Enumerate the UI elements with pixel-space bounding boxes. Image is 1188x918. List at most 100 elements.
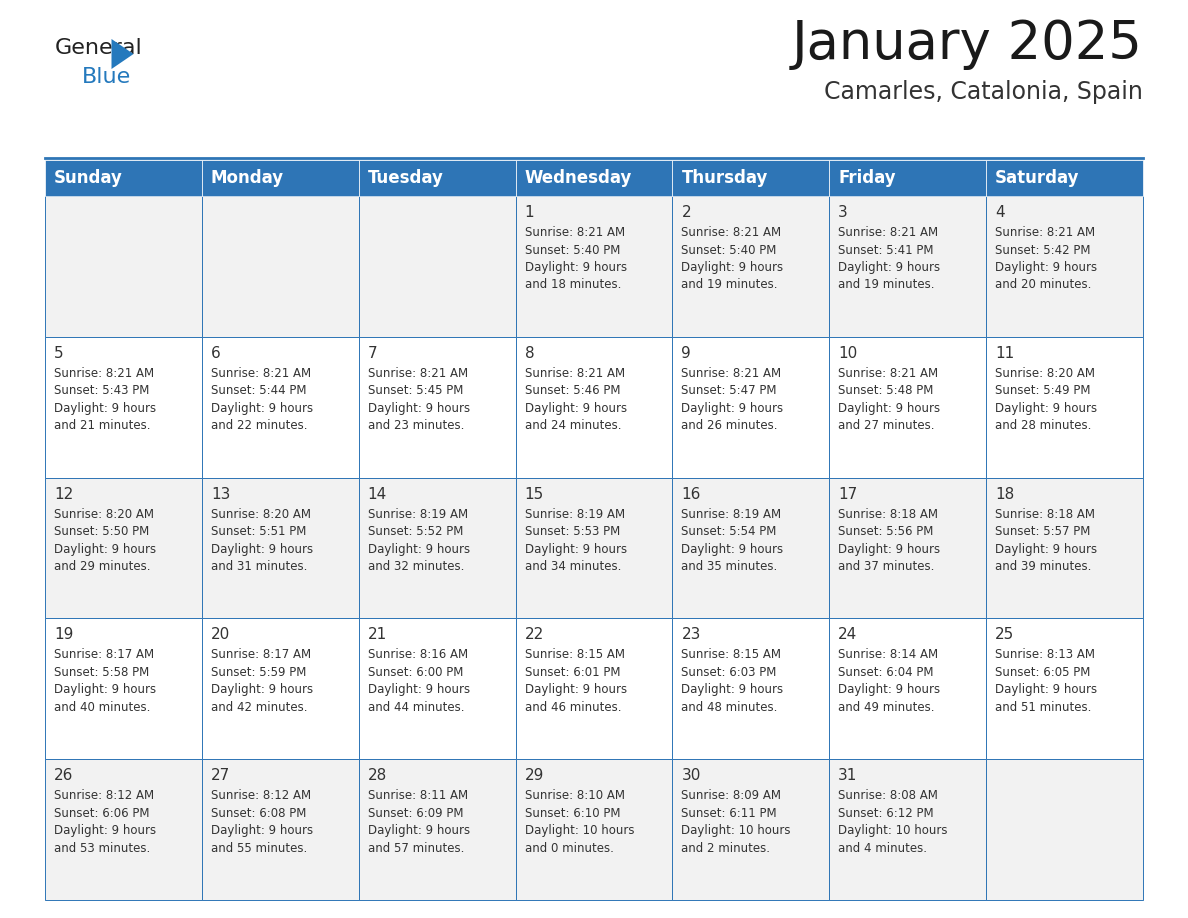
Text: 2: 2 [682, 205, 691, 220]
Text: Sunrise: 8:15 AM: Sunrise: 8:15 AM [682, 648, 782, 661]
Text: 28: 28 [368, 768, 387, 783]
Text: 22: 22 [525, 627, 544, 643]
Text: Daylight: 9 hours: Daylight: 9 hours [839, 683, 941, 697]
Bar [359, 619, 516, 759]
Text: Sunday: Sunday [53, 169, 122, 187]
Text: and 23 minutes.: and 23 minutes. [368, 420, 465, 432]
Text: and 19 minutes.: and 19 minutes. [839, 278, 935, 292]
Text: Sunrise: 8:15 AM: Sunrise: 8:15 AM [525, 648, 625, 661]
Bar [672, 160, 829, 196]
Text: Daylight: 9 hours: Daylight: 9 hours [996, 261, 1098, 274]
Text: and 18 minutes.: and 18 minutes. [525, 278, 621, 292]
Text: and 34 minutes.: and 34 minutes. [525, 560, 621, 573]
Text: Sunset: 6:01 PM: Sunset: 6:01 PM [525, 666, 620, 679]
Text: and 24 minutes.: and 24 minutes. [525, 420, 621, 432]
Text: Saturday: Saturday [996, 169, 1080, 187]
Bar [359, 337, 516, 477]
Text: 3: 3 [839, 205, 848, 220]
Bar [829, 759, 986, 900]
Text: and 53 minutes.: and 53 minutes. [53, 842, 150, 855]
Text: Sunset: 5:45 PM: Sunset: 5:45 PM [368, 385, 463, 397]
Text: Daylight: 9 hours: Daylight: 9 hours [368, 683, 469, 697]
Text: January 2025: January 2025 [792, 18, 1143, 70]
Text: Sunrise: 8:21 AM: Sunrise: 8:21 AM [996, 226, 1095, 239]
Text: 31: 31 [839, 768, 858, 783]
Text: Sunset: 5:44 PM: Sunset: 5:44 PM [210, 385, 307, 397]
Text: Daylight: 9 hours: Daylight: 9 hours [210, 683, 312, 697]
Text: Daylight: 9 hours: Daylight: 9 hours [210, 402, 312, 415]
Text: Sunset: 6:11 PM: Sunset: 6:11 PM [682, 807, 777, 820]
Bar [45, 337, 202, 477]
Text: 7: 7 [368, 346, 378, 361]
Text: 10: 10 [839, 346, 858, 361]
Text: 1: 1 [525, 205, 535, 220]
Bar [829, 337, 986, 477]
Text: and 46 minutes.: and 46 minutes. [525, 701, 621, 714]
Text: Sunrise: 8:12 AM: Sunrise: 8:12 AM [53, 789, 154, 802]
Text: Sunset: 5:52 PM: Sunset: 5:52 PM [368, 525, 463, 538]
Text: and 37 minutes.: and 37 minutes. [839, 560, 935, 573]
Text: Sunset: 5:51 PM: Sunset: 5:51 PM [210, 525, 307, 538]
Bar [829, 196, 986, 337]
Bar [672, 337, 829, 477]
Text: Monday: Monday [210, 169, 284, 187]
Text: Sunset: 5:50 PM: Sunset: 5:50 PM [53, 525, 150, 538]
Bar [45, 759, 202, 900]
Text: and 49 minutes.: and 49 minutes. [839, 701, 935, 714]
Text: Sunset: 5:54 PM: Sunset: 5:54 PM [682, 525, 777, 538]
Text: and 42 minutes.: and 42 minutes. [210, 701, 308, 714]
Bar [986, 337, 1143, 477]
Text: 24: 24 [839, 627, 858, 643]
Text: Thursday: Thursday [682, 169, 767, 187]
Text: 18: 18 [996, 487, 1015, 501]
Text: 16: 16 [682, 487, 701, 501]
Bar [516, 196, 672, 337]
Text: and 4 minutes.: and 4 minutes. [839, 842, 928, 855]
Bar [516, 619, 672, 759]
Text: Daylight: 9 hours: Daylight: 9 hours [996, 543, 1098, 555]
Text: Sunrise: 8:19 AM: Sunrise: 8:19 AM [682, 508, 782, 521]
Text: and 26 minutes.: and 26 minutes. [682, 420, 778, 432]
Text: and 39 minutes.: and 39 minutes. [996, 560, 1092, 573]
Bar [359, 477, 516, 619]
Text: Sunrise: 8:21 AM: Sunrise: 8:21 AM [53, 367, 154, 380]
Text: Sunrise: 8:21 AM: Sunrise: 8:21 AM [682, 226, 782, 239]
Text: Daylight: 9 hours: Daylight: 9 hours [210, 824, 312, 837]
Text: Daylight: 9 hours: Daylight: 9 hours [996, 683, 1098, 697]
Text: Sunset: 6:06 PM: Sunset: 6:06 PM [53, 807, 150, 820]
Text: 11: 11 [996, 346, 1015, 361]
Text: Sunset: 6:03 PM: Sunset: 6:03 PM [682, 666, 777, 679]
Bar [45, 619, 202, 759]
Text: and 51 minutes.: and 51 minutes. [996, 701, 1092, 714]
Text: 8: 8 [525, 346, 535, 361]
Text: and 44 minutes.: and 44 minutes. [368, 701, 465, 714]
Bar [516, 160, 672, 196]
Text: Sunset: 6:04 PM: Sunset: 6:04 PM [839, 666, 934, 679]
Bar [202, 196, 359, 337]
Text: Camarles, Catalonia, Spain: Camarles, Catalonia, Spain [824, 80, 1143, 104]
Text: Sunset: 6:09 PM: Sunset: 6:09 PM [368, 807, 463, 820]
Bar [45, 477, 202, 619]
Text: Wednesday: Wednesday [525, 169, 632, 187]
Text: Sunset: 6:05 PM: Sunset: 6:05 PM [996, 666, 1091, 679]
Text: Sunset: 6:10 PM: Sunset: 6:10 PM [525, 807, 620, 820]
Bar [672, 759, 829, 900]
Text: Daylight: 9 hours: Daylight: 9 hours [525, 543, 627, 555]
Text: Daylight: 9 hours: Daylight: 9 hours [682, 402, 784, 415]
Text: Daylight: 9 hours: Daylight: 9 hours [839, 261, 941, 274]
Text: Daylight: 9 hours: Daylight: 9 hours [210, 543, 312, 555]
Text: and 19 minutes.: and 19 minutes. [682, 278, 778, 292]
Text: and 27 minutes.: and 27 minutes. [839, 420, 935, 432]
Text: and 2 minutes.: and 2 minutes. [682, 842, 771, 855]
Text: Sunrise: 8:17 AM: Sunrise: 8:17 AM [210, 648, 311, 661]
Bar [202, 477, 359, 619]
Text: Sunrise: 8:10 AM: Sunrise: 8:10 AM [525, 789, 625, 802]
Text: Sunset: 5:42 PM: Sunset: 5:42 PM [996, 243, 1091, 256]
Text: 21: 21 [368, 627, 387, 643]
Text: Sunrise: 8:12 AM: Sunrise: 8:12 AM [210, 789, 311, 802]
Bar [986, 619, 1143, 759]
Text: Daylight: 9 hours: Daylight: 9 hours [525, 402, 627, 415]
Text: and 35 minutes.: and 35 minutes. [682, 560, 778, 573]
Text: Sunrise: 8:14 AM: Sunrise: 8:14 AM [839, 648, 939, 661]
Text: Sunset: 6:00 PM: Sunset: 6:00 PM [368, 666, 463, 679]
